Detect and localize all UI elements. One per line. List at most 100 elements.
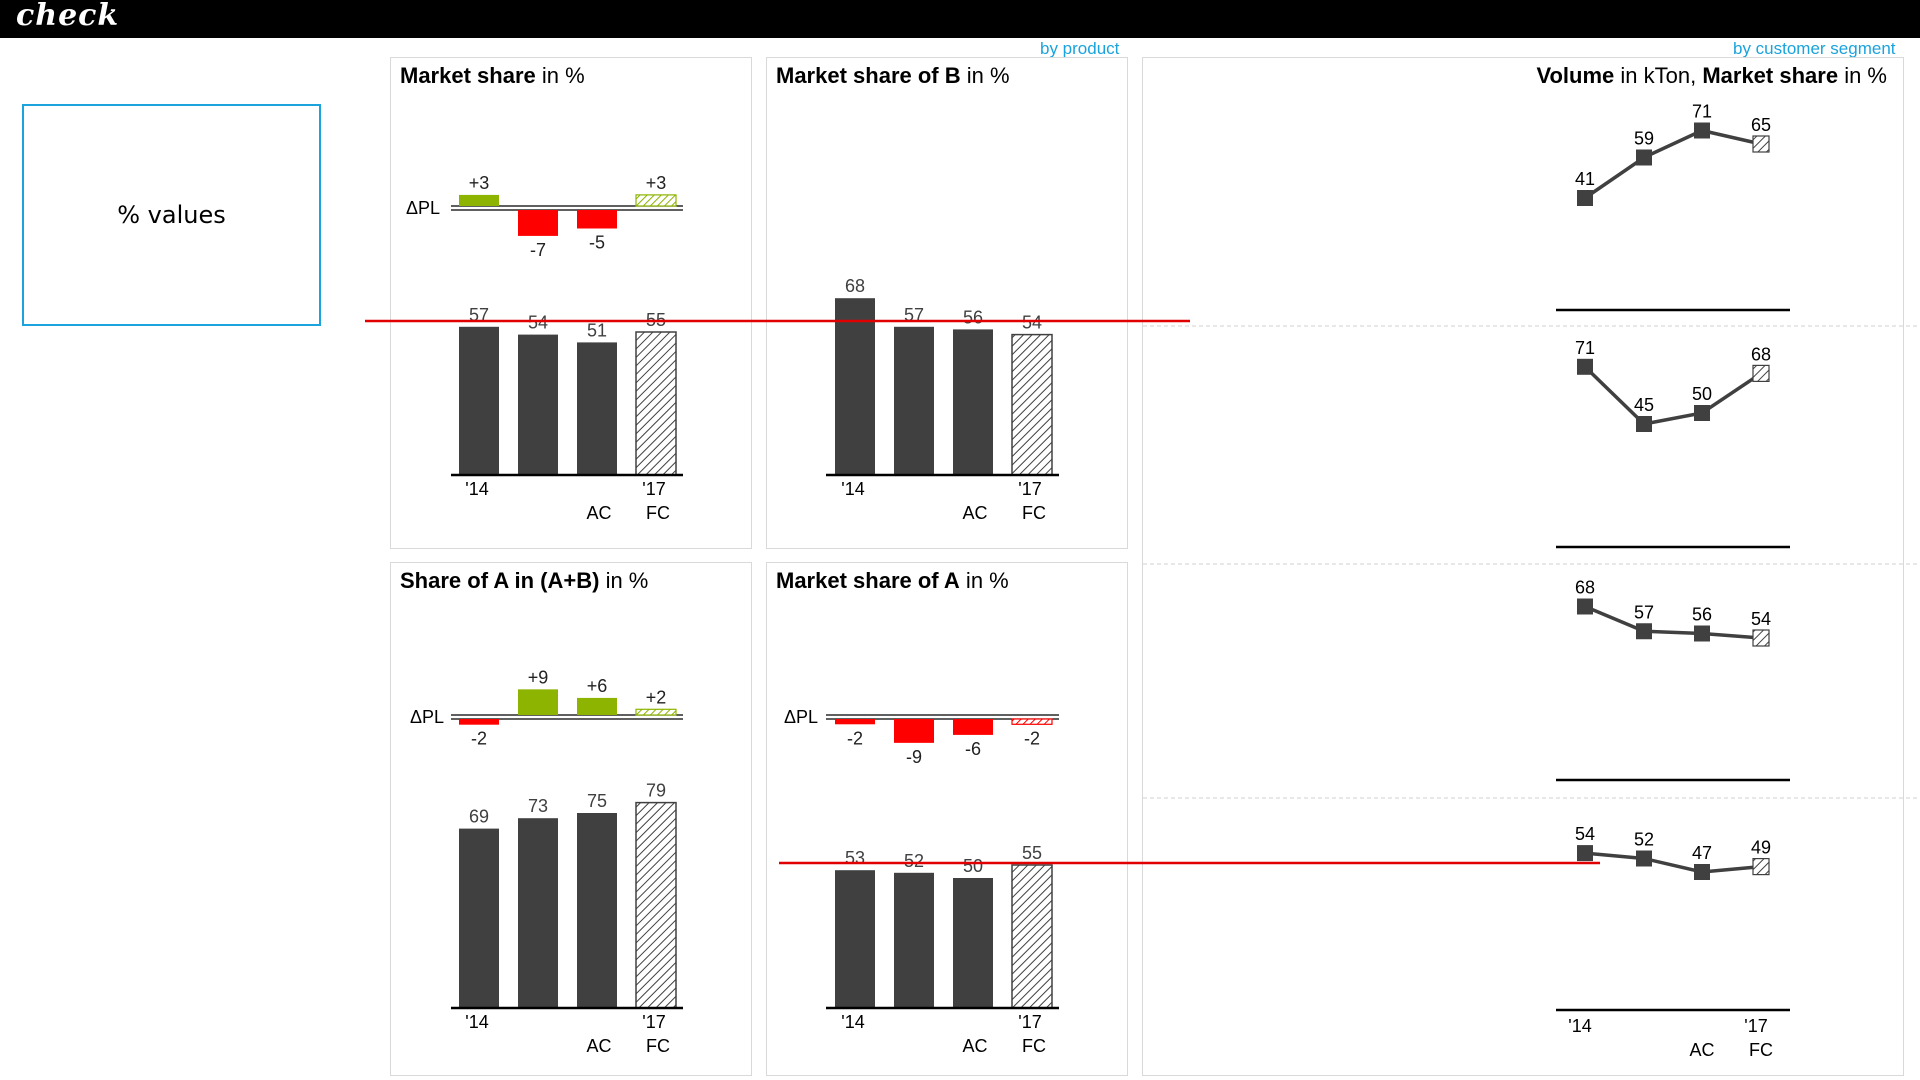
series-point xyxy=(1694,122,1710,139)
panel-title: Share of A in (A+B) in % xyxy=(400,568,648,594)
x-tick-label: '17 xyxy=(642,1012,665,1032)
panel-title-unit: in % xyxy=(599,568,649,593)
series-point xyxy=(1694,625,1710,642)
panel-volume-segments: Volume in kTon, Market share in % xyxy=(1142,57,1904,1076)
delta-value-label: +2 xyxy=(646,687,667,707)
x-tick-label: AC xyxy=(962,503,987,523)
panel-title-bold: Market share of B xyxy=(776,63,961,88)
panel-share-a-in-ab: Share of A in (A+B) in % xyxy=(390,562,752,1076)
series-point xyxy=(1636,623,1652,640)
x-tick-label: '17 xyxy=(1018,479,1041,499)
point-value-label: 68 xyxy=(1751,344,1771,364)
x-tick-label: AC xyxy=(1689,1040,1714,1060)
delta-value-label: +9 xyxy=(528,667,549,687)
by-customer-segment-link[interactable]: by customer segment xyxy=(1733,39,1896,58)
delta-axis-label: ΔPL xyxy=(784,707,818,727)
series-point xyxy=(1752,364,1770,382)
panel-title-bold-2: Market share xyxy=(1702,63,1839,88)
bar xyxy=(835,870,875,1008)
panel-title: Market share of A in % xyxy=(776,568,1009,594)
app-logo: check xyxy=(16,0,120,33)
series-point xyxy=(1577,845,1593,862)
delta-bar xyxy=(459,719,499,725)
bar-chart-4: 53 '14 52 50 AC 55 '17 FC ΔPL -2 -9 -6 -2 xyxy=(784,707,1059,1056)
panel-title-unit-2: in % xyxy=(1838,63,1887,88)
panel-market-share-a: Market share of A in % xyxy=(766,562,1128,1076)
series-line xyxy=(1584,604,1762,640)
panel-title: Market share in % xyxy=(400,63,585,89)
panel-market-share: Market share in % xyxy=(390,57,752,549)
panel-title-bold: Market share of A xyxy=(776,568,960,593)
series-point xyxy=(1694,864,1710,880)
series-line xyxy=(1584,128,1762,200)
bar-chart-3: 69 '14 73 75 AC 79 '17 FC ΔPL -2 +9 +6 +2 xyxy=(410,667,683,1056)
delta-bar xyxy=(894,719,934,743)
point-value-label: 45 xyxy=(1634,395,1654,415)
delta-value-label: +3 xyxy=(469,173,490,193)
x-tick-label: '17 xyxy=(1744,1016,1767,1036)
bar-value-label: 79 xyxy=(646,781,666,801)
bar-value-label: 69 xyxy=(469,807,489,827)
point-value-label: 71 xyxy=(1575,338,1595,358)
bar-value-label: 54 xyxy=(1022,313,1042,333)
delta-bar xyxy=(518,689,558,715)
series-point xyxy=(1694,405,1710,421)
point-value-label: 57 xyxy=(1634,602,1654,622)
point-value-label: 50 xyxy=(1692,384,1712,404)
delta-bar xyxy=(577,697,617,715)
bar xyxy=(459,326,499,475)
delta-bar xyxy=(518,210,558,236)
x-tick-label: '14 xyxy=(465,1012,488,1032)
delta-value-label: -2 xyxy=(1024,728,1040,748)
delta-bar xyxy=(459,194,499,206)
x-tick-label: FC xyxy=(1022,1036,1046,1056)
x-tick-label: AC xyxy=(586,1036,611,1056)
bar xyxy=(459,828,499,1008)
delta-bar xyxy=(577,210,617,229)
delta-value-label: -9 xyxy=(906,747,922,767)
x-tick-label: AC xyxy=(962,1036,987,1056)
bar xyxy=(835,298,875,475)
by-product-link[interactable]: by product xyxy=(1040,39,1120,58)
bar xyxy=(635,331,677,476)
series-point xyxy=(1752,629,1770,647)
line-chart-2: 71 45 50 68 xyxy=(1556,338,1790,549)
bar-value-label: 73 xyxy=(528,796,548,816)
x-tick-label: AC xyxy=(586,503,611,523)
line-chart-1: 41 59 71 65 xyxy=(1556,102,1790,312)
series-point xyxy=(1752,135,1770,153)
panel-title: Volume in kTon, Market share in % xyxy=(1536,63,1887,89)
top-bar: check xyxy=(0,0,1920,38)
series-point xyxy=(1636,416,1652,432)
delta-value-label: +3 xyxy=(646,173,667,193)
x-tick-label: '14 xyxy=(1568,1016,1591,1036)
delta-value-label: -6 xyxy=(965,739,981,759)
x-tick-label: FC xyxy=(646,503,670,523)
series-point xyxy=(1636,149,1652,166)
series-point xyxy=(1577,358,1593,375)
percent-values-box[interactable]: % values xyxy=(22,104,321,326)
panel-market-share-b: Market share of B in % xyxy=(766,57,1128,549)
delta-value-label: +6 xyxy=(587,676,608,696)
point-value-label: 65 xyxy=(1751,115,1771,135)
panel-title-unit-1: in kTon, xyxy=(1614,63,1703,88)
bar-value-label: 54 xyxy=(528,313,548,333)
series-line xyxy=(1584,851,1762,874)
point-value-label: 56 xyxy=(1692,605,1712,625)
delta-value-label: -2 xyxy=(847,728,863,748)
x-tick-label: FC xyxy=(1749,1040,1773,1060)
x-tick-label: '14 xyxy=(465,479,488,499)
bar xyxy=(894,326,934,475)
series-line xyxy=(1583,365,1762,426)
bar xyxy=(953,329,993,475)
line-chart-4: 54 52 47 49 xyxy=(1556,824,1790,1012)
panel-title-bold: Market share xyxy=(400,63,536,88)
series-point xyxy=(1636,850,1652,867)
bar xyxy=(894,872,934,1008)
panel-title-bold-1: Volume xyxy=(1536,63,1615,88)
panel-title-unit: in % xyxy=(959,568,1009,593)
x-tick-label: '14 xyxy=(841,1012,864,1032)
